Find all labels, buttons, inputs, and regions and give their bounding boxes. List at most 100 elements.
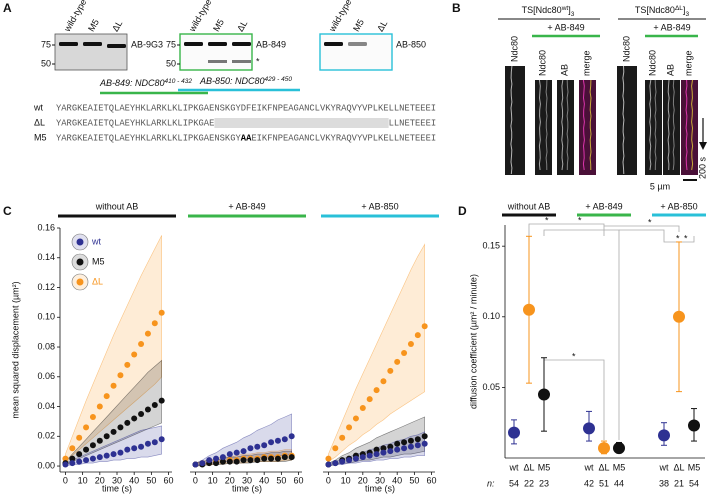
treatment: + AB-849 — [547, 22, 584, 32]
lane-label: wild-type — [62, 0, 89, 34]
epitope-label: AB-849: NDC80410 - 432 — [99, 78, 192, 89]
blot-frame — [54, 33, 128, 71]
x-tick-label: 60 — [294, 475, 304, 485]
x-tick-label: wt — [509, 462, 519, 472]
data-point — [69, 445, 76, 452]
kymo-track — [545, 79, 548, 171]
data-point — [138, 443, 145, 450]
data-point — [407, 443, 414, 450]
kymo-track — [510, 65, 513, 175]
data-point — [96, 437, 103, 444]
x-tick-label: 30 — [112, 475, 122, 485]
sequence: EIKFNPEAGANCLVKYRAQVYVPLKELLNETEEEI — [251, 133, 436, 143]
title-part: TS[Ndc80 — [635, 5, 675, 15]
lane-label: M5 — [351, 17, 366, 33]
data-point — [401, 439, 408, 446]
data-point — [213, 455, 220, 462]
panel-letter: B — [452, 1, 461, 15]
data-point — [247, 457, 254, 464]
lane-label: ΔL — [375, 19, 389, 34]
data-point — [352, 415, 359, 422]
data-point — [332, 460, 339, 467]
row-label: wt — [33, 102, 43, 112]
sequence: YARGKEAIETQLAEYHKLARKLKLIPKGAE — [56, 118, 214, 128]
y-tick-label: 0.10 — [482, 311, 500, 321]
x-tick-label: 60 — [164, 475, 174, 485]
y-tick-label: 0.16 — [37, 222, 55, 232]
legend-marker — [76, 238, 84, 246]
row-label: ΔL — [34, 117, 45, 127]
data-point — [538, 388, 550, 401]
bracket — [544, 359, 605, 440]
panel-letter: C — [3, 204, 12, 218]
x-tick-label: ΔL — [673, 462, 684, 472]
x-axis-label: time (s) — [102, 483, 132, 493]
data-point — [373, 387, 380, 394]
kymo-track — [654, 79, 657, 171]
x-tick-label: 30 — [375, 475, 385, 485]
data-point — [233, 449, 240, 456]
data-point — [583, 422, 595, 435]
data-point — [124, 361, 131, 368]
x-tick-label: M5 — [688, 462, 701, 472]
data-point — [688, 419, 700, 432]
kymograph — [557, 80, 574, 175]
kymo-track — [672, 79, 675, 171]
x-tick-label: 10 — [208, 475, 218, 485]
data-point — [421, 433, 428, 440]
group-header: without AB — [507, 201, 551, 211]
channel-label: AB — [559, 64, 569, 76]
data-point — [254, 443, 261, 450]
channel-label: Ndc80 — [647, 50, 657, 76]
x-tick-label: 20 — [95, 475, 105, 485]
data-point — [274, 437, 281, 444]
sequence: AA — [241, 133, 252, 143]
channel-label: Ndc80 — [537, 50, 547, 76]
panel-header: + AB-849 — [228, 201, 265, 211]
data-point — [110, 382, 117, 389]
band — [324, 42, 343, 46]
n-label: n: — [487, 478, 495, 488]
band — [348, 42, 367, 46]
data-point — [131, 351, 138, 358]
data-point — [89, 413, 96, 420]
x-tick-label: 0 — [326, 475, 331, 485]
channel-label: Ndc80 — [621, 36, 631, 62]
y-tick-label: 0.10 — [37, 312, 55, 322]
data-point — [268, 455, 275, 462]
channel-label: merge — [581, 50, 591, 76]
data-point — [226, 458, 233, 465]
data-point — [247, 445, 254, 452]
sequence: YARGKEAIETQLAEYHKLARKLKLIPKGAENSKGYDFEIK… — [56, 103, 436, 113]
kymograph — [681, 80, 698, 175]
x-tick-label: M5 — [538, 462, 551, 472]
data-point — [281, 436, 288, 443]
lane-label: ΔL — [235, 19, 249, 34]
kymo-track — [685, 79, 688, 171]
bracket — [543, 229, 620, 440]
band — [208, 42, 227, 46]
kymograph — [645, 80, 662, 175]
data-point — [69, 455, 76, 462]
data-point — [117, 424, 124, 431]
data-point — [192, 461, 199, 468]
data-point — [117, 372, 124, 379]
data-point — [199, 460, 206, 467]
x-tick-label: 20 — [225, 475, 235, 485]
data-point — [117, 449, 124, 456]
significance-brackets — [528, 223, 695, 440]
data-point — [240, 448, 247, 455]
data-point — [352, 455, 359, 462]
epitope-range: 429 - 450 — [265, 76, 293, 83]
kymo-track — [582, 79, 585, 171]
x-axis-label: time (s) — [232, 483, 262, 493]
data-point — [407, 437, 414, 444]
y-tick-label: 0.14 — [37, 252, 55, 262]
kymo-track — [667, 79, 670, 171]
time-arrowhead — [699, 142, 707, 150]
data-point — [394, 446, 401, 453]
data-point — [281, 454, 288, 461]
data-point — [76, 458, 83, 465]
kymograph — [663, 80, 680, 175]
